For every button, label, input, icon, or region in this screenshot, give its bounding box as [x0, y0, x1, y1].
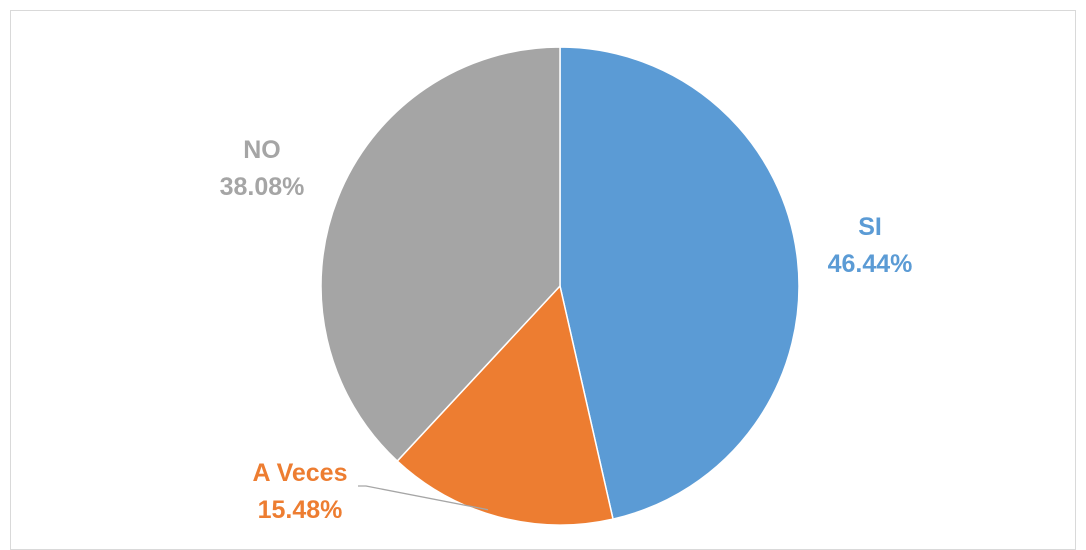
pie-slice-si — [559, 46, 800, 520]
pie-chart: SI 46.44% A Veces 15.48% NO 38.08% — [220, 46, 913, 526]
pie-slices — [320, 46, 800, 526]
slice-label-si: SI — [858, 213, 882, 241]
pie-slice-a-veces — [396, 284, 614, 526]
slice-label-a-veces: A Veces — [253, 459, 348, 487]
a-veces-leader-line — [358, 485, 489, 511]
slice-value-si: 46.44% — [828, 250, 913, 278]
slice-value-no: 38.08% — [220, 173, 305, 201]
pie-slice-no — [320, 46, 561, 463]
slice-value-a-veces: 15.48% — [258, 496, 343, 524]
slice-label-no: NO — [243, 136, 281, 164]
